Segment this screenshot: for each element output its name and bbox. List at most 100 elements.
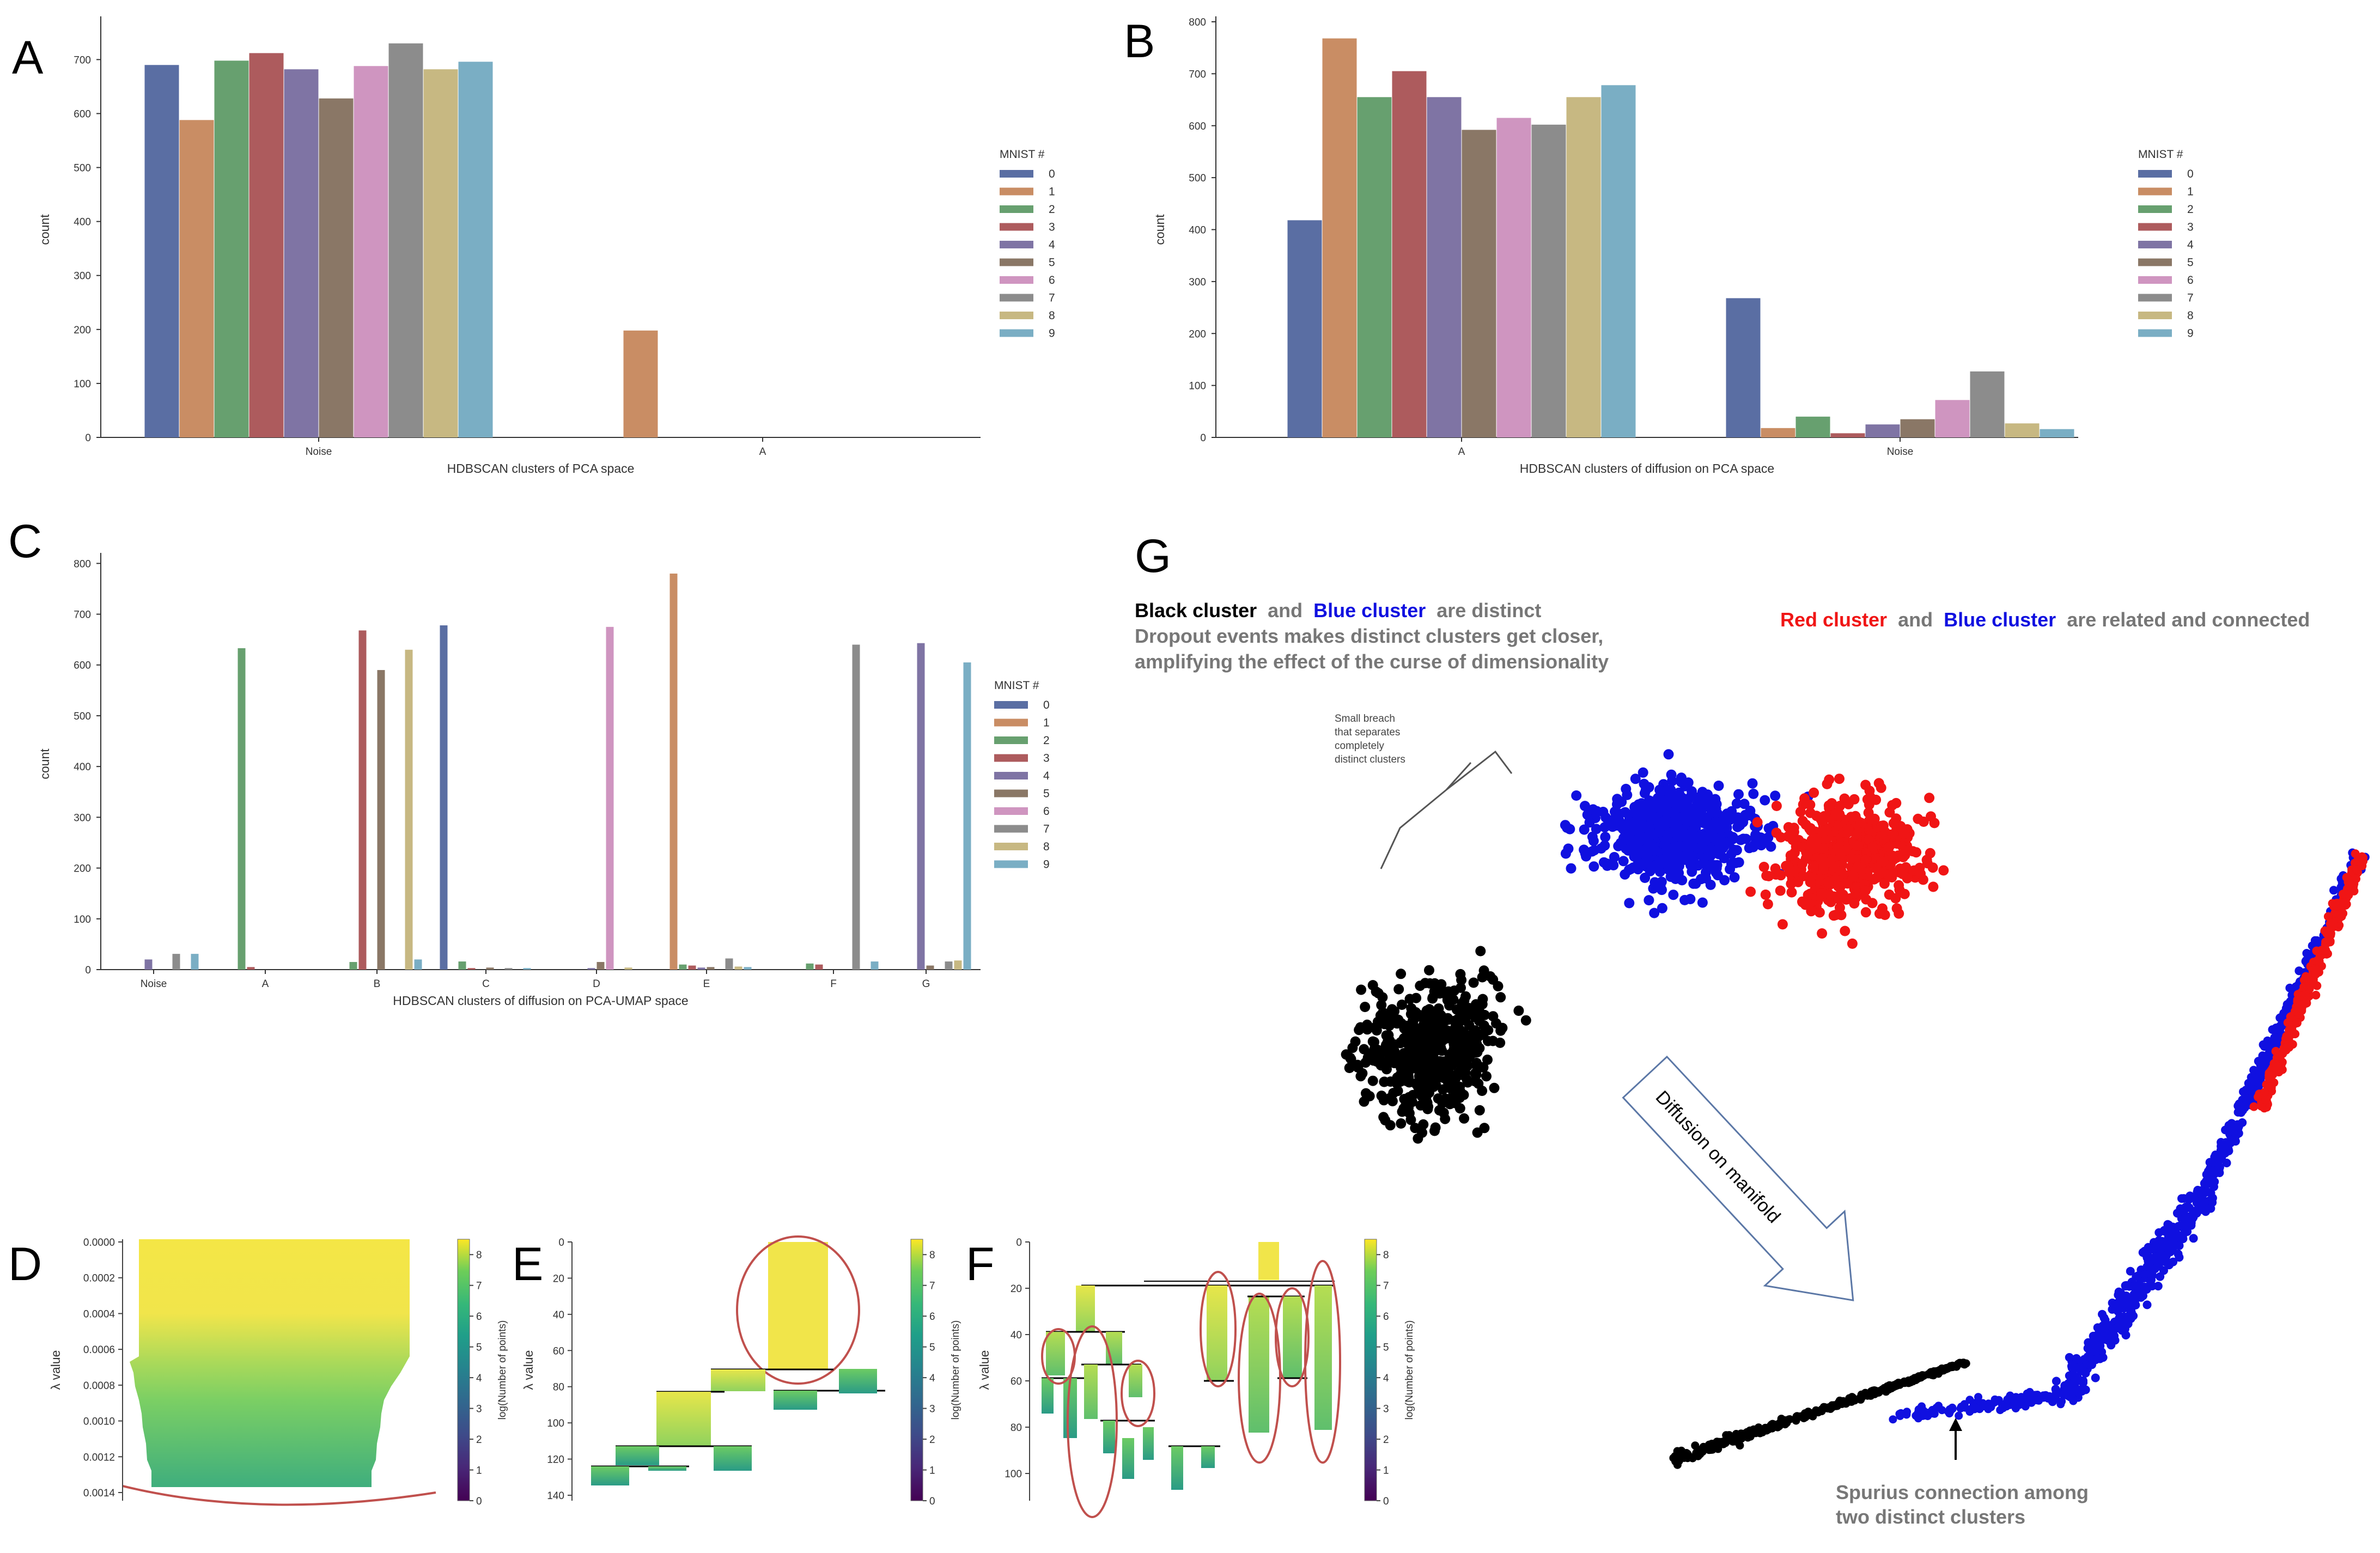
d-ytick-label: 0.0008 [83, 1380, 115, 1392]
g-point-black [1462, 1077, 1473, 1088]
g-manifold-red [2296, 991, 2305, 1001]
a-bar-noise-7 [388, 43, 423, 438]
g-point-blue [1673, 861, 1684, 872]
g-manifold-blue-tail [2058, 1397, 2066, 1406]
b-bar-noise-4 [1865, 424, 1900, 437]
b-xtick-label: A [1458, 446, 1465, 458]
c-ytick-label: 200 [74, 863, 91, 875]
g-point-black [1438, 1084, 1448, 1095]
e-ytick-label: 0 [558, 1237, 564, 1249]
g-point-black [1360, 1057, 1371, 1068]
g-point-red [1782, 831, 1793, 842]
c-bar-e-4 [697, 967, 705, 970]
g-point-red [1885, 860, 1896, 870]
g-point-red [1908, 866, 1919, 876]
e-colorbar-tick-label: 8 [929, 1250, 935, 1261]
c-bar-b-8 [405, 649, 413, 970]
g-manifold-blue [2098, 1310, 2107, 1319]
c-bar-b-2 [349, 962, 357, 970]
g-manifold-blue [2159, 1226, 2169, 1235]
g-manifold-blue [2185, 1213, 2194, 1222]
g-point-black [1432, 1069, 1443, 1080]
c-bar-e-7 [725, 958, 733, 970]
g-point-blue [1760, 795, 1770, 806]
d-red-arc [122, 1485, 436, 1506]
g-point-blue [1566, 863, 1576, 874]
g-point-black [1362, 1019, 1373, 1030]
g-point-red [1797, 842, 1808, 852]
g-manifold-red [2282, 1042, 2292, 1051]
g-point-red [1797, 858, 1807, 869]
g-manifold-blue [2147, 1275, 2156, 1284]
g-manifold-blue [2115, 1302, 2125, 1311]
f-ellipse-4 [1200, 1271, 1237, 1387]
g-point-black [1495, 1037, 1506, 1048]
g-manifold-black [1913, 1374, 1922, 1383]
g-point-red [1869, 813, 1880, 824]
g-manifold-black [1698, 1447, 1707, 1456]
c-legend-swatch-7 [994, 825, 1028, 833]
g-point-black [1399, 1022, 1410, 1033]
g-point-black [1417, 1127, 1428, 1138]
d-colorbar-tick-label: 2 [476, 1434, 482, 1446]
g-manifold-red [2311, 990, 2321, 1000]
g-point-black [1437, 1098, 1448, 1109]
g-point-black [1397, 1000, 1407, 1010]
g-point-blue [1639, 778, 1649, 789]
b-legend-label-0: 0 [2187, 168, 2194, 180]
c-bar-a-3 [247, 967, 255, 970]
b-ytick-label: 500 [1189, 173, 1206, 184]
c-bar-c-9 [523, 968, 531, 970]
a-bar-noise-6 [354, 66, 388, 438]
g-point-black [1418, 1119, 1429, 1130]
g-manifold-blue-tail [1970, 1403, 1979, 1411]
g-point-red [1807, 862, 1818, 873]
g-manifold-blue [2131, 1289, 2140, 1299]
b-ytick-label: 400 [1189, 225, 1206, 236]
c-bar-a-2 [238, 648, 246, 970]
g-point-blue [1584, 817, 1595, 828]
g-point-black [1378, 1112, 1389, 1123]
g-point-red [1853, 841, 1864, 851]
e-colorbar-label: log(Number of points) [950, 1320, 961, 1420]
b-bar-a-3 [1392, 71, 1427, 437]
c-bar-b-3 [358, 630, 367, 970]
g-point-red [1843, 824, 1854, 835]
g-point-red [1817, 928, 1828, 939]
g-point-red [1852, 862, 1863, 873]
g-point-red [1777, 919, 1788, 930]
a-ytick-label: 400 [74, 217, 91, 228]
b-bar-noise-0 [1726, 298, 1761, 437]
c-legend-label-4: 4 [1043, 770, 1050, 782]
g-manifold-red [2292, 1019, 2302, 1027]
a-legend-label-8: 8 [1049, 309, 1055, 322]
g-point-black [1473, 1078, 1484, 1089]
c-legend-label-3: 3 [1043, 752, 1050, 765]
a-ytick-label: 0 [85, 433, 91, 444]
f-branch-8 [1103, 1421, 1115, 1453]
g-point-black [1407, 1097, 1417, 1107]
f-ylabel: λ value [977, 1350, 991, 1390]
c-bar-d-5 [596, 962, 605, 970]
g-point-blue [1616, 818, 1627, 829]
g-point-black [1444, 1071, 1454, 1082]
g-manifold-blue [2259, 1040, 2268, 1049]
a-ytick-label: 100 [74, 379, 91, 390]
e-ytick-label: 20 [553, 1273, 564, 1284]
g-point-black [1431, 1020, 1442, 1031]
c-xlabel: HDBSCAN clusters of diffusion on PCA-UMA… [393, 994, 688, 1008]
d-ytick-label: 0.0006 [83, 1344, 115, 1356]
g-point-blue [1565, 824, 1575, 835]
g-point-black [1398, 1103, 1409, 1114]
g-point-red [1860, 854, 1871, 865]
g-manifold-red [2326, 937, 2335, 947]
g-manifold-blue-tail [1919, 1406, 1928, 1415]
g-manifold-black [1669, 1454, 1678, 1463]
b-legend-label-5: 5 [2187, 257, 2194, 269]
g-point-red [1840, 925, 1851, 936]
a-legend-label-5: 5 [1049, 257, 1055, 269]
g-manifold-black [1847, 1397, 1856, 1406]
g-manifold-blue [2179, 1221, 2188, 1230]
g-point-black [1439, 1032, 1450, 1043]
f-branch-2 [1046, 1332, 1065, 1375]
